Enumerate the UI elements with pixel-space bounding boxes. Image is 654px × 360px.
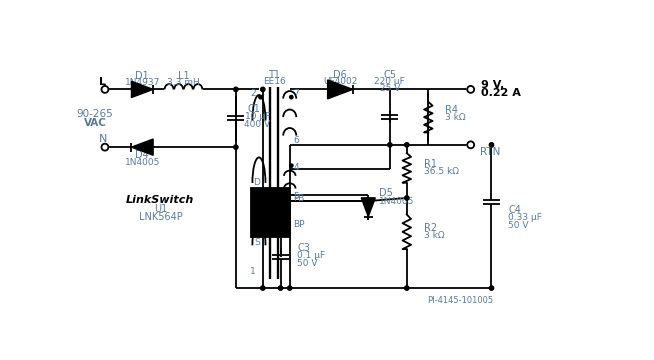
Polygon shape (131, 139, 153, 155)
Circle shape (290, 95, 293, 99)
Circle shape (233, 145, 238, 149)
Polygon shape (131, 81, 153, 98)
Circle shape (405, 196, 409, 200)
Text: 50 V: 50 V (508, 221, 529, 230)
Text: 50 V: 50 V (298, 259, 318, 268)
Text: R1: R1 (424, 159, 437, 169)
Text: 3 kΩ: 3 kΩ (445, 113, 466, 122)
Circle shape (290, 164, 293, 167)
Circle shape (261, 87, 265, 91)
Text: 1: 1 (250, 267, 256, 276)
Text: S: S (255, 238, 260, 247)
Circle shape (467, 86, 474, 93)
Text: VAC: VAC (84, 118, 107, 128)
Text: N: N (99, 134, 107, 144)
Text: 2: 2 (250, 89, 256, 98)
Text: T1: T1 (268, 70, 281, 80)
Circle shape (388, 143, 392, 147)
Text: 0.22 A: 0.22 A (481, 88, 521, 98)
Text: 9 V,: 9 V, (481, 80, 505, 90)
Bar (251, 188, 290, 237)
Circle shape (279, 286, 283, 290)
Text: EE16: EE16 (263, 77, 286, 86)
Text: FB: FB (293, 194, 304, 203)
Text: C4: C4 (508, 205, 521, 215)
Text: 4: 4 (293, 163, 299, 172)
Text: R4: R4 (445, 105, 458, 115)
Text: D5: D5 (379, 188, 393, 198)
Text: U1: U1 (154, 204, 167, 214)
Text: C3: C3 (298, 243, 310, 253)
Text: LNK564P: LNK564P (139, 212, 182, 222)
Polygon shape (361, 198, 375, 217)
Circle shape (101, 86, 109, 93)
Circle shape (288, 286, 292, 290)
Text: D1: D1 (135, 71, 149, 81)
Text: 1N4005: 1N4005 (125, 158, 160, 167)
Text: 1N4005: 1N4005 (379, 197, 415, 206)
Circle shape (261, 286, 265, 290)
Circle shape (405, 143, 409, 147)
Text: 36.5 kΩ: 36.5 kΩ (424, 167, 458, 176)
Text: 400 V: 400 V (245, 120, 271, 129)
Text: C5: C5 (383, 70, 396, 80)
Text: 6: 6 (293, 136, 299, 145)
Circle shape (489, 286, 494, 290)
Polygon shape (328, 80, 353, 99)
Text: 220 μF: 220 μF (375, 77, 405, 86)
Circle shape (101, 144, 109, 150)
Text: 25 V: 25 V (380, 84, 400, 93)
Circle shape (489, 143, 494, 147)
Text: 0.33 μF: 0.33 μF (508, 213, 542, 222)
Circle shape (366, 199, 370, 203)
Circle shape (467, 141, 474, 148)
Text: D4: D4 (135, 150, 149, 160)
Text: C1: C1 (248, 104, 261, 114)
Text: L: L (99, 77, 106, 87)
Text: UF4002: UF4002 (323, 77, 357, 86)
Circle shape (233, 87, 238, 91)
Text: PI-4145-101005: PI-4145-101005 (428, 296, 494, 305)
Text: 5: 5 (293, 192, 299, 201)
Circle shape (405, 286, 409, 290)
Text: D: D (253, 178, 260, 187)
Text: RTN: RTN (480, 147, 500, 157)
Circle shape (259, 95, 262, 99)
Text: 90-265: 90-265 (77, 109, 113, 120)
Text: D6: D6 (334, 70, 347, 80)
Text: 3 kΩ: 3 kΩ (424, 231, 444, 240)
Text: 0.1 μF: 0.1 μF (298, 251, 326, 260)
Text: 7: 7 (293, 89, 299, 98)
Text: 10 μF: 10 μF (245, 112, 270, 121)
Text: 1N4937: 1N4937 (125, 78, 160, 87)
Text: L1: L1 (178, 71, 189, 81)
Text: R2: R2 (424, 223, 437, 233)
Text: BP: BP (293, 220, 304, 229)
Text: 3.3 mH: 3.3 mH (167, 78, 200, 87)
Text: LinkSwitch: LinkSwitch (126, 195, 194, 205)
